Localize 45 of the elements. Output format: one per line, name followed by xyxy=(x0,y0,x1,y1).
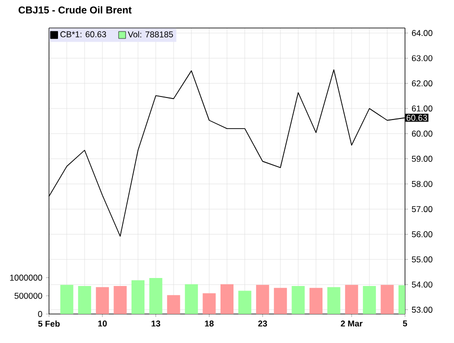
x-tick-label: 5 Feb xyxy=(38,320,60,327)
bar xyxy=(362,286,376,314)
bar xyxy=(114,286,127,314)
y-tick-label: 1000000 xyxy=(10,274,42,281)
legend-label: Vol: 788185 xyxy=(128,31,173,38)
y2-tick-label: 55.00 xyxy=(412,256,432,262)
y2-tick-label: 61.00 xyxy=(412,106,432,112)
bar xyxy=(60,284,74,314)
bar xyxy=(238,290,252,314)
bar xyxy=(184,284,198,314)
bar xyxy=(256,284,270,314)
bar xyxy=(78,286,92,314)
text: 60.63 xyxy=(406,114,428,121)
y-tick-label: 500000 xyxy=(14,292,42,299)
y2-tick-label: 54.00 xyxy=(412,282,432,288)
x-tick-label: 5 xyxy=(402,320,408,326)
y2-tick-label: 58.00 xyxy=(412,180,432,187)
x-tick-label: 23 xyxy=(258,320,268,327)
y2-tick-label: 63.00 xyxy=(412,55,432,62)
bar xyxy=(167,295,180,314)
y-tick-label: 0 xyxy=(38,311,42,317)
x-tick-label: 13 xyxy=(152,320,160,327)
legend-label: CB*1: 60.63 xyxy=(60,31,106,38)
y2-tick-label: 59.00 xyxy=(412,156,432,162)
y2-tick-label: 62.00 xyxy=(412,80,432,86)
bar xyxy=(149,278,162,314)
bar xyxy=(202,293,216,314)
x-tick-label: 10 xyxy=(98,320,107,327)
bar xyxy=(292,286,305,314)
y2-tick-label: 53.00 xyxy=(412,306,432,313)
bar xyxy=(327,287,340,314)
bar xyxy=(380,284,394,314)
y2-tick-label: 57.00 xyxy=(412,206,432,212)
bar xyxy=(132,280,144,314)
y2-tick-label: 64.00 xyxy=(412,30,432,36)
y2-tick-label: 60.00 xyxy=(412,130,432,137)
x-tick-label: 18 xyxy=(205,320,214,327)
bar xyxy=(274,288,287,314)
bar xyxy=(220,284,234,314)
chart-title: CBJ15 - Crude Oil Brent xyxy=(18,6,132,14)
bar xyxy=(345,284,358,314)
x-tick-label: 2 Mar xyxy=(340,320,363,327)
y2-tick-label: 56.00 xyxy=(412,231,432,238)
bar xyxy=(96,287,109,314)
bar xyxy=(310,288,323,314)
